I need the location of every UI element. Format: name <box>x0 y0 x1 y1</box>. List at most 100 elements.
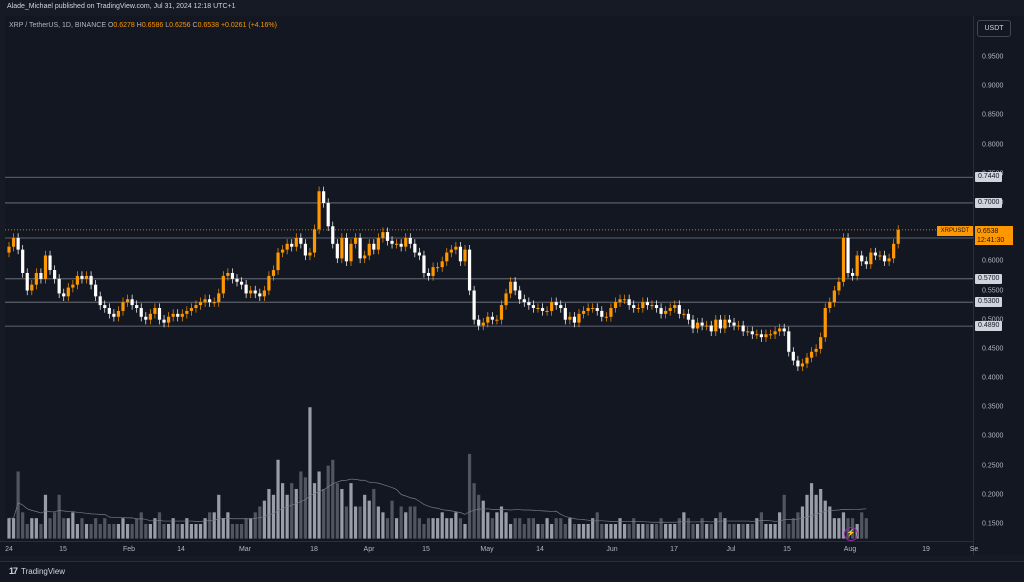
volume-bar <box>271 494 276 539</box>
time-tick-label: 14 <box>177 546 185 553</box>
candle <box>504 293 508 306</box>
candle <box>636 308 640 310</box>
volume-bar <box>809 483 814 539</box>
volume-bar <box>148 524 152 539</box>
candle <box>445 252 449 262</box>
volume-bar <box>445 518 449 539</box>
candle <box>796 360 800 367</box>
candle <box>235 278 239 282</box>
candle <box>490 316 494 320</box>
price-tick-label: 0.8000 <box>982 141 1004 149</box>
candle <box>841 237 846 282</box>
price-tick-label: 0.9000 <box>982 82 1004 90</box>
candle <box>828 302 832 309</box>
candle <box>782 328 786 332</box>
volume-bar <box>180 524 184 539</box>
candle <box>107 308 111 314</box>
volume-bar <box>613 524 618 539</box>
volume-bar <box>654 524 659 539</box>
time-axis[interactable] <box>0 541 973 556</box>
candle <box>422 255 426 273</box>
volume-bar <box>226 512 230 539</box>
volume-bar <box>75 524 79 539</box>
price-chart-svg[interactable] <box>0 16 973 541</box>
candle <box>873 252 877 256</box>
volume-bar <box>746 524 750 539</box>
candle <box>814 348 818 352</box>
candle <box>540 308 545 311</box>
candle <box>57 278 61 294</box>
volume-bar <box>554 518 558 539</box>
price-tick-label: 0.2500 <box>982 462 1004 470</box>
candle <box>800 363 805 367</box>
candle <box>381 232 385 238</box>
candle <box>864 261 868 265</box>
candle <box>709 325 713 332</box>
volume-bar <box>700 518 704 539</box>
volume-bar <box>317 471 321 539</box>
publish-bar: Alade_Michael published on TradingView.c… <box>0 0 1024 16</box>
candle <box>613 302 618 309</box>
candle <box>645 302 649 306</box>
volume-bar <box>586 524 590 539</box>
volume-bar <box>249 518 253 539</box>
candle <box>103 305 107 309</box>
time-tick-label: 15 <box>59 546 67 553</box>
volume-bar <box>513 518 517 539</box>
volume-bar <box>650 524 654 539</box>
candle <box>668 308 672 311</box>
candle <box>21 249 25 273</box>
time-tick-label: 17 <box>670 546 678 553</box>
lightning-icon[interactable]: ⚡ <box>844 527 858 541</box>
volume-bar <box>125 524 130 539</box>
candle <box>823 308 827 338</box>
candle <box>198 302 203 306</box>
tradingview-logo-icon: 17 <box>9 566 18 576</box>
candle <box>673 305 677 309</box>
volume-bar <box>832 518 836 539</box>
volume-bar <box>472 483 476 539</box>
volume-bar <box>426 518 431 539</box>
volume-bar <box>737 524 741 539</box>
price-tick-label: 0.9500 <box>982 53 1004 61</box>
candle <box>395 243 399 245</box>
brand: 17 TradingView <box>9 566 65 576</box>
volume-bar <box>208 512 212 539</box>
volume-bar <box>281 483 285 539</box>
candle <box>335 243 339 259</box>
candle <box>527 302 531 306</box>
volume-bar <box>21 512 25 539</box>
price-axis[interactable] <box>973 16 1024 555</box>
volume-bar <box>422 524 426 539</box>
candle <box>66 287 70 297</box>
currency-button[interactable]: USDT <box>977 20 1011 37</box>
candle <box>75 275 79 285</box>
candle <box>194 305 198 309</box>
candle <box>472 290 476 320</box>
volume-bar <box>135 518 139 539</box>
volume-bar <box>623 524 627 539</box>
volume-bar <box>572 524 577 539</box>
time-tick-label: Jul <box>726 546 736 553</box>
candle <box>499 305 504 320</box>
candle <box>860 255 864 262</box>
candle <box>162 319 166 323</box>
candle <box>116 310 121 317</box>
candle <box>778 328 782 332</box>
candle <box>331 226 335 244</box>
candle <box>244 284 248 294</box>
candle <box>390 240 394 244</box>
volume-bar <box>367 500 371 539</box>
volume-bar <box>203 518 207 539</box>
volume-bar <box>53 512 57 539</box>
volume-bar <box>800 506 805 539</box>
volume-bar <box>632 518 636 539</box>
volume-bar <box>481 500 485 539</box>
candle <box>312 229 317 253</box>
candle <box>714 319 718 332</box>
candle <box>212 302 216 304</box>
candle <box>112 313 116 317</box>
candle <box>171 313 175 317</box>
candle <box>89 275 93 285</box>
chart-pane[interactable] <box>5 16 973 555</box>
